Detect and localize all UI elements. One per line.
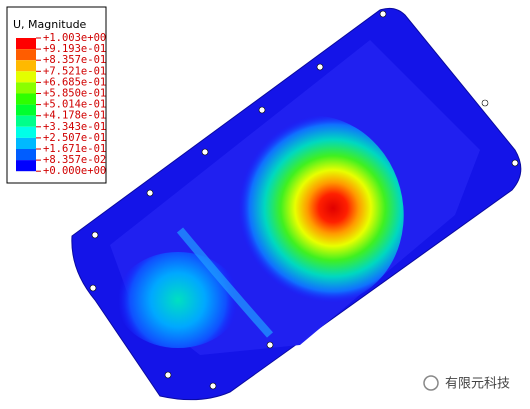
legend-label: +5.850e-01 (43, 88, 106, 100)
legend-swatch (16, 49, 36, 61)
legend-title: U, Magnitude (13, 18, 87, 31)
legend-swatch (16, 149, 36, 161)
legend-label: +9.193e-01 (43, 43, 106, 55)
legend-label: +8.357e-01 (43, 54, 106, 66)
legend-swatch (16, 38, 36, 50)
legend-swatch (16, 126, 36, 138)
legend-label: +7.521e-01 (43, 65, 106, 77)
legend-swatch (16, 82, 36, 94)
legend-swatch (16, 104, 36, 116)
legend-swatch (16, 115, 36, 127)
watermark: 有限元科技 (423, 375, 510, 392)
legend-label: +1.003e+00 (43, 32, 106, 44)
legend: +1.003e+00+9.193e-01+8.357e-01+7.521e-01… (16, 32, 106, 177)
legend-label: +2.507e-01 (43, 132, 106, 144)
watermark-text: 有限元科技 (445, 377, 510, 392)
legend-label: +5.014e-01 (43, 99, 106, 111)
legend-label: +6.685e-01 (43, 76, 106, 88)
legend-label: +8.357e-02 (43, 154, 106, 166)
legend-swatch (16, 93, 36, 105)
legend-swatch (16, 137, 36, 149)
model (71, 7, 522, 401)
legend-label: +0.000e+00 (43, 165, 106, 177)
legend-label: +3.343e-01 (43, 121, 106, 133)
legend-swatch (16, 71, 36, 83)
legend-swatch (16, 60, 36, 72)
legend-swatch (16, 160, 36, 172)
legend-label: +1.671e-01 (43, 143, 106, 155)
legend-label: +4.178e-01 (43, 110, 106, 122)
